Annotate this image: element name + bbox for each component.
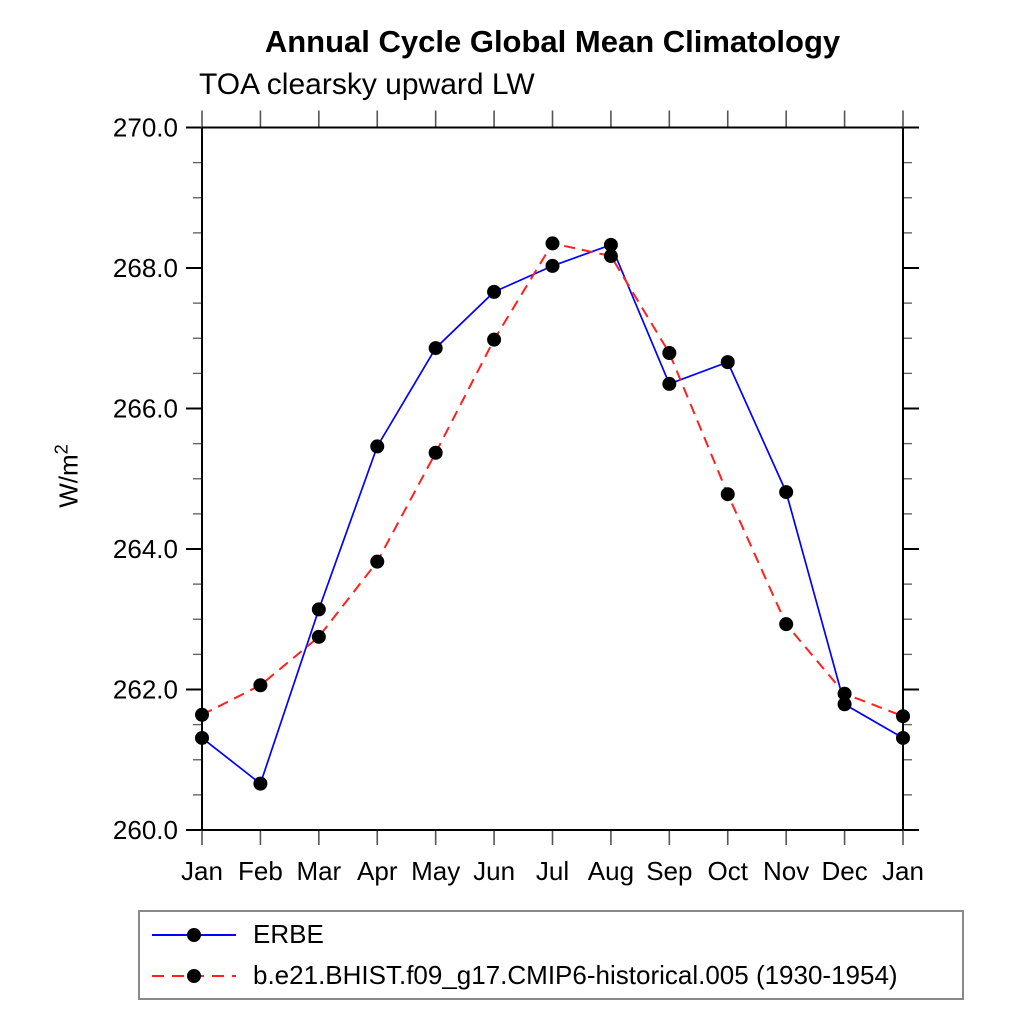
data-point-marker xyxy=(370,439,385,454)
series-line-0 xyxy=(201,243,904,786)
legend-label-erbe: ERBE xyxy=(253,919,324,949)
x-tick-label: Mar xyxy=(296,856,341,886)
x-tick-label: Sep xyxy=(646,856,692,886)
y-tick-label: 266.0 xyxy=(113,394,178,424)
x-tick-label: Nov xyxy=(763,856,809,886)
data-point-marker xyxy=(428,341,443,356)
legend-label-model: b.e21.BHIST.f09_g17.CMIP6-historical.005… xyxy=(253,960,898,990)
data-point-marker xyxy=(837,686,852,701)
data-point-marker xyxy=(428,445,443,460)
data-point-marker xyxy=(837,697,852,712)
legend: ERBE b.e21.BHIST.f09_g17.CMIP6-historica… xyxy=(138,910,964,1000)
y-tick-label: 262.0 xyxy=(113,675,178,705)
data-point-marker xyxy=(662,376,677,391)
data-point-marker xyxy=(195,730,209,745)
data-point-marker xyxy=(195,707,209,722)
x-tick-label: Dec xyxy=(821,856,867,886)
data-point-marker xyxy=(487,284,502,299)
data-point-marker xyxy=(603,249,618,264)
legend-line-sample-erbe xyxy=(152,927,236,942)
x-tick-label: Apr xyxy=(357,856,398,886)
data-point-marker xyxy=(603,237,618,252)
y-tick-label: 260.0 xyxy=(113,815,178,845)
data-point-marker xyxy=(545,258,560,273)
data-point-marker xyxy=(779,617,794,632)
series-line-1 xyxy=(201,242,904,718)
data-point-marker xyxy=(253,678,268,693)
data-point-marker xyxy=(311,629,326,644)
chart-title: Annual Cycle Global Mean Climatology xyxy=(264,24,841,59)
data-point-marker xyxy=(253,776,268,791)
legend-marker-icon xyxy=(187,927,201,942)
legend-item-erbe: ERBE xyxy=(150,914,962,955)
data-point-marker xyxy=(896,730,910,745)
chart-subtitle: TOA clearsky upward LW xyxy=(199,68,535,101)
x-tick-label: Aug xyxy=(588,856,634,886)
legend-marker-icon xyxy=(187,968,201,983)
x-tick-label: Jul xyxy=(536,856,569,886)
data-point-marker xyxy=(662,346,677,361)
legend-item-model: b.e21.BHIST.f09_g17.CMIP6-historical.005… xyxy=(150,955,962,996)
data-point-marker xyxy=(896,709,910,724)
data-point-marker xyxy=(487,332,502,347)
data-point-marker xyxy=(311,602,326,617)
x-tick-label: Oct xyxy=(708,856,749,886)
y-tick-label: 268.0 xyxy=(113,253,178,283)
y-tick-label: 270.0 xyxy=(113,113,178,143)
data-point-marker xyxy=(720,487,735,502)
x-tick-label: Jun xyxy=(473,856,515,886)
x-tick-label: Feb xyxy=(238,856,283,886)
legend-line-sample-model xyxy=(152,968,236,983)
x-tick-label: Jan xyxy=(882,856,924,886)
x-tick-label: Jan xyxy=(181,856,223,886)
data-point-marker xyxy=(720,355,735,370)
x-tick-label: May xyxy=(411,856,460,886)
data-point-marker xyxy=(370,554,385,569)
data-point-marker xyxy=(545,236,560,251)
data-point-marker xyxy=(779,485,794,500)
y-tick-label: 264.0 xyxy=(113,534,178,564)
